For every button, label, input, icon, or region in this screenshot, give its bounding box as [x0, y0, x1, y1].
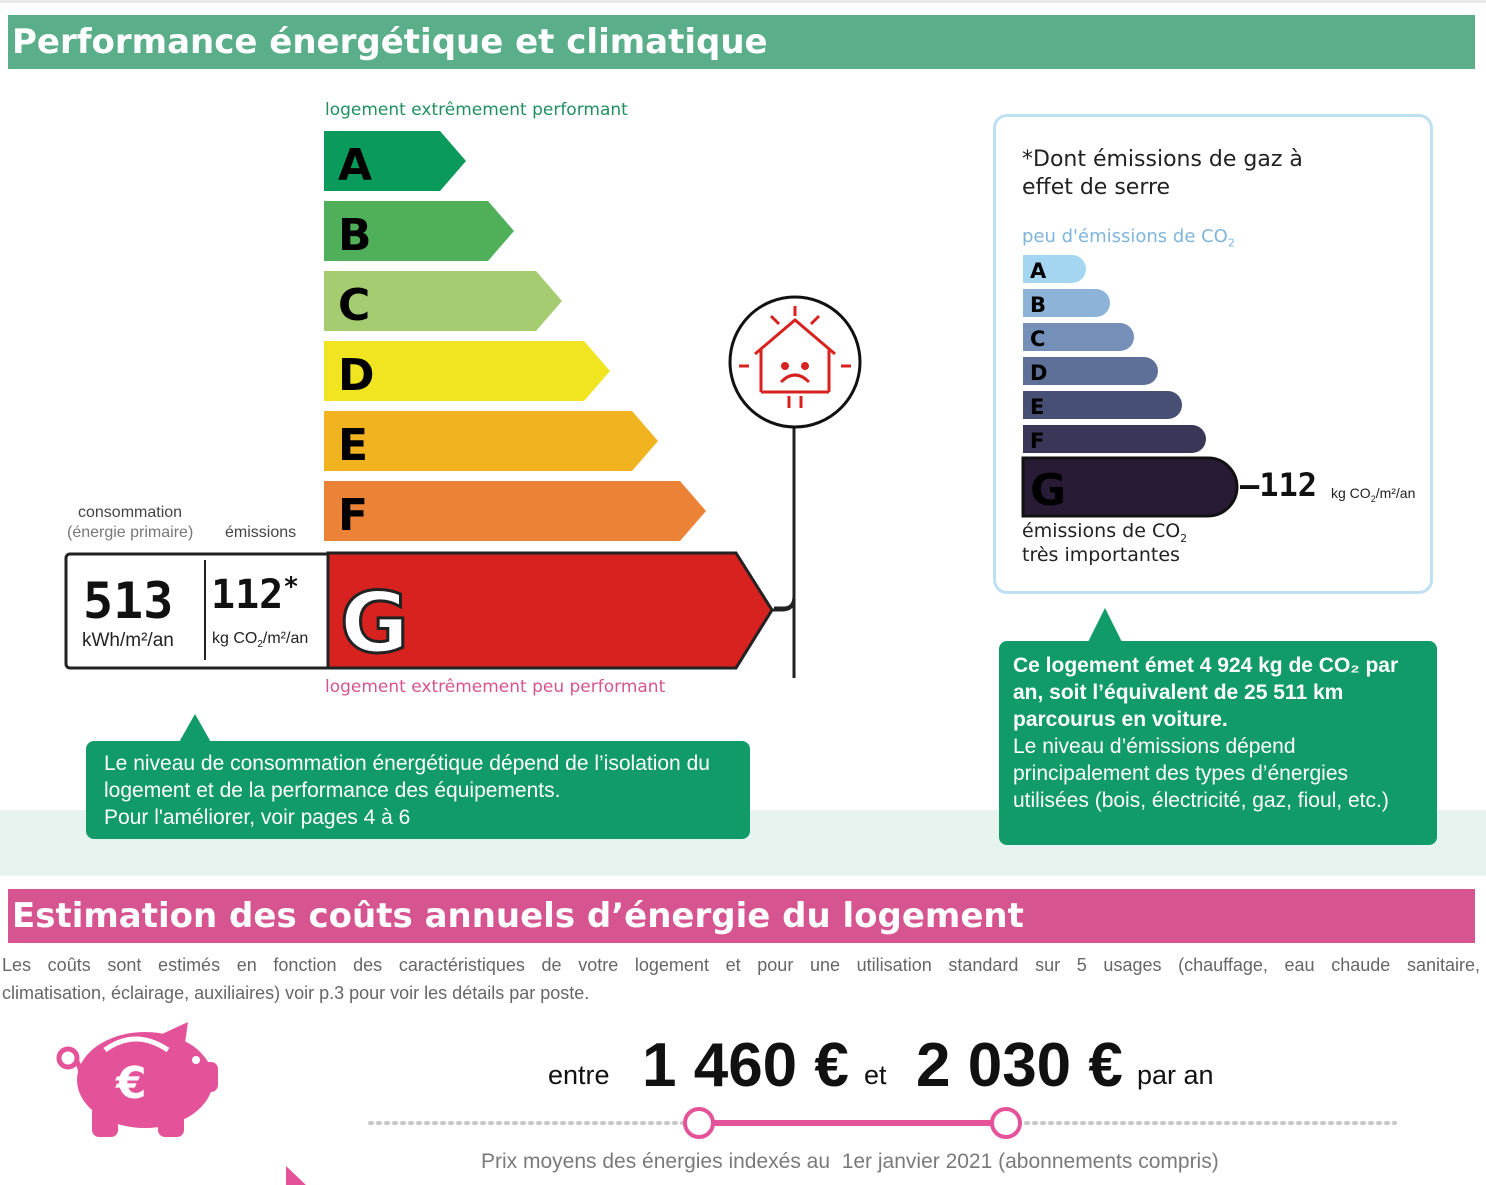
ges-bar-e: [1023, 391, 1182, 419]
piggy-bank-euro-icon: €: [56, 1022, 218, 1137]
dpe-letter-e: E: [338, 420, 368, 471]
ges-value-box: –112: [1240, 466, 1318, 504]
ges-bar-a: [1023, 255, 1086, 283]
costs-high-value: 2 030 €: [916, 1031, 1123, 1100]
ges-bar-f: [1023, 425, 1206, 453]
bubble-right-line-3: parcourus en voiture.: [1013, 708, 1228, 731]
emissions-value: 112: [211, 572, 284, 618]
bubble-right-line-5: principalement des types d’énergies: [1013, 762, 1349, 785]
dpe-letter-f: F: [338, 490, 368, 541]
dpe-letter-a: A: [338, 140, 372, 191]
ges-letter-f: F: [1030, 429, 1044, 453]
cost-range-high-marker: [990, 1107, 1022, 1139]
ges-value: 112: [1259, 466, 1318, 504]
ges-bar-b: [1023, 289, 1110, 317]
ges-bar-d: [1023, 357, 1158, 385]
consumption-label: consommation: [78, 504, 183, 521]
ges-top-label: peu d'émissions de CO2: [1022, 226, 1235, 250]
dpe-top-label: logement extrêmement performant: [325, 100, 628, 120]
costs-per-year-label: par an: [1137, 1060, 1214, 1090]
svg-text:€: €: [115, 1058, 147, 1109]
dpe-bottom-label: logement extrêmement peu performant: [325, 677, 666, 697]
sad-house-icon: [728, 295, 862, 429]
cost-range-bar: [368, 1107, 1397, 1139]
ges-bar-g: [1021, 456, 1239, 518]
ges-title: *Dont émissions de gaz à effet de serre: [1022, 147, 1303, 200]
ges-bottom-label-2: très importantes: [1022, 544, 1180, 566]
costs-between-label: entre: [548, 1060, 610, 1090]
ges-letter-d: D: [1030, 361, 1047, 385]
dpe-letter-d: D: [338, 350, 375, 401]
costs-low-value: 1 460 €: [642, 1031, 849, 1100]
dpe-bar-b: B: [324, 201, 514, 261]
costs-note-line-2: climatisation, éclairage, auxiliaires) v…: [2, 983, 590, 1003]
dpe-letter-c: C: [338, 280, 370, 331]
bubble-right-line-1: Ce logement émet 4 924 kg de CO₂ par: [1013, 654, 1399, 677]
dpe-scale: A B C D E F: [324, 131, 706, 541]
ges-bar-c: [1023, 323, 1134, 351]
dpe-letter-g: G: [340, 574, 409, 672]
costs-footnote: Prix moyens des énergies indexés au 1er …: [481, 1150, 1219, 1173]
section-title-performance: Performance énergétique et climatique: [8, 15, 1475, 69]
ges-unit: kg CO2/m²/an: [1331, 485, 1416, 504]
bubble-left-line-2: logement et de la performance des équipe…: [104, 779, 561, 802]
dpe-bar-d: D: [324, 341, 610, 401]
dpe-bar-c: C: [324, 271, 562, 331]
consumption-value: 513: [83, 572, 174, 630]
consumption-sublabel: (énergie primaire): [67, 524, 194, 541]
cost-range-low-marker: [683, 1107, 715, 1139]
consumption-unit: kWh/m²/an: [82, 630, 174, 651]
dpe-bar-a: A: [324, 131, 466, 191]
next-arrow-icon: [286, 1166, 306, 1185]
ges-letter-c: C: [1030, 327, 1045, 351]
ges-letter-g: G: [1030, 465, 1066, 516]
ges-letter-b: B: [1030, 293, 1046, 317]
dpe-letter-b: B: [338, 210, 372, 261]
dpe-bar-g: [326, 551, 774, 670]
dpe-bar-e: E: [324, 411, 658, 471]
bubble-left-pointer: [178, 714, 212, 744]
section-title-costs: Estimation des coûts annuels d’énergie d…: [8, 889, 1475, 943]
bubble-consumption-info: Le niveau de consommation énergétique dé…: [86, 741, 750, 839]
dpe-current-row: G: [64, 551, 796, 678]
emissions-label: émissions: [225, 524, 297, 541]
ges-letter-e: E: [1030, 395, 1044, 419]
bubble-right-pointer: [1088, 608, 1122, 642]
connector-line: [774, 420, 796, 610]
ges-bottom-label-1: émissions de CO2: [1022, 520, 1188, 545]
bubble-right-line-4: Le niveau d’émissions dépend: [1013, 735, 1296, 758]
emissions-value-box: 112*: [211, 572, 299, 618]
bubble-right-line-6: utilisées (bois, électricité, gaz, fioul…: [1013, 789, 1389, 812]
bubble-left-line-1: Le niveau de consommation énergétique dé…: [104, 752, 710, 775]
dpe-bar-f: F: [324, 481, 706, 541]
emissions-star: *: [283, 572, 299, 602]
bubble-left-line-3: Pour l'améliorer, voir pages 4 à 6: [104, 806, 411, 829]
ges-scale: A B C D E F G: [1021, 255, 1239, 518]
top-rule: [0, 0, 1486, 3]
costs-and-label: et: [864, 1060, 887, 1090]
emissions-unit: kg CO2/m²/an: [212, 630, 309, 651]
costs-note-line-1: Les coûts sont estimés en fonction des c…: [2, 955, 1480, 975]
bubble-right-line-2: an, soit l’équivalent de 25 511 km: [1013, 681, 1344, 704]
bubble-emissions-info: Ce logement émet 4 924 kg de CO₂ par an,…: [999, 641, 1437, 845]
ges-letter-a: A: [1030, 259, 1047, 283]
